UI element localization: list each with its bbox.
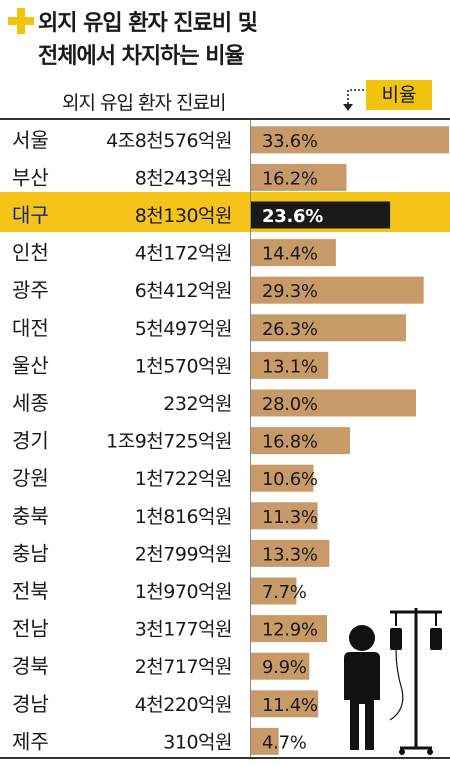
bar-울산 (251, 351, 329, 379)
region-label: 서울 (12, 128, 49, 152)
cost-label: 1천970억원 (135, 581, 232, 603)
cost-label: 310억원 (163, 731, 232, 753)
value-label: 16.2% (262, 168, 318, 189)
region-label: 충남 (12, 541, 49, 565)
ratio-legend-badge: 비율 (366, 80, 432, 110)
bar-경남 (251, 690, 319, 718)
cost-label: 6천412억원 (135, 280, 232, 302)
bottom-rule (0, 757, 450, 759)
bar-전북 (251, 577, 297, 605)
value-label: 13.1% (262, 356, 318, 377)
region-label: 세종 (12, 391, 49, 415)
cost-label: 2천799억원 (135, 543, 232, 565)
cost-label: 1천722억원 (135, 468, 232, 490)
value-label: 9.9% (262, 657, 307, 678)
bar-경북 (251, 652, 310, 680)
value-label: 11.3% (262, 507, 318, 528)
cost-label: 8천243억원 (135, 167, 232, 189)
cost-label: 1천816억원 (135, 506, 232, 528)
cost-label: 1천570억원 (135, 355, 232, 377)
bar-경기 (251, 427, 350, 455)
region-label: 전남 (12, 617, 49, 641)
bar-충남 (251, 539, 330, 567)
region-label: 강원 (12, 466, 49, 490)
value-label: 16.8% (262, 432, 318, 453)
cost-label: 232억원 (163, 393, 232, 415)
value-label: 28.0% (262, 394, 318, 415)
region-label: 경기 (12, 429, 49, 453)
cost-label: 4조8천576억원 (106, 130, 232, 152)
bar-부산 (251, 163, 347, 191)
value-label: 13.3% (262, 544, 318, 565)
bar-인천 (251, 239, 336, 267)
cost-label: 8천130억원 (135, 205, 232, 227)
value-label: 14.4% (262, 244, 318, 265)
value-label: 29.3% (262, 281, 318, 302)
bar-세종 (251, 389, 416, 417)
bar-강원 (251, 464, 314, 492)
bar-서울 (251, 126, 449, 154)
cost-label: 2천717억원 (135, 656, 232, 678)
cost-label: 4천172억원 (135, 243, 232, 265)
bar-대전 (251, 314, 406, 342)
cost-label: 1조9천725억원 (106, 431, 232, 453)
region-label: 경북 (12, 654, 49, 678)
chart-title-line1: 외지 유입 환자 진료비 및 (38, 11, 258, 36)
region-label: 울산 (12, 353, 49, 377)
region-label: 경남 (12, 692, 49, 716)
plus-icon (8, 8, 34, 34)
value-label: 4.7% (262, 732, 307, 753)
bar-충북 (251, 502, 318, 530)
region-label: 인천 (12, 241, 49, 265)
cost-label: 3천177억원 (135, 619, 232, 641)
column-divider (250, 120, 251, 757)
region-label: 대구 (12, 203, 49, 227)
bar-제주 (251, 727, 279, 755)
value-label: 23.6% (262, 206, 323, 227)
cost-column-header: 외지 유입 환자 진료비 (62, 92, 226, 114)
region-label: 부산 (12, 165, 49, 189)
value-label: 26.3% (262, 319, 318, 340)
region-label: 광주 (12, 278, 49, 302)
region-label: 충북 (12, 504, 49, 528)
value-label: 11.4% (262, 695, 318, 716)
value-label: 10.6% (262, 469, 318, 490)
bar-광주 (251, 276, 424, 304)
patient-iv-icon (344, 608, 442, 755)
value-label: 12.9% (262, 620, 318, 641)
chart-title-line2: 전체에서 차지하는 비율 (38, 44, 245, 69)
region-label: 제주 (12, 729, 49, 753)
cost-label: 5천497억원 (135, 318, 232, 340)
value-label: 33.6% (262, 131, 318, 152)
cost-label: 4천220억원 (135, 694, 232, 716)
value-label: 7.7% (262, 582, 307, 603)
bar-전남 (251, 615, 327, 643)
bar-대구 (251, 201, 391, 229)
region-label: 대전 (12, 316, 49, 340)
arrow-down-icon (343, 89, 364, 111)
region-label: 전북 (12, 579, 49, 603)
header-rule (0, 118, 450, 120)
